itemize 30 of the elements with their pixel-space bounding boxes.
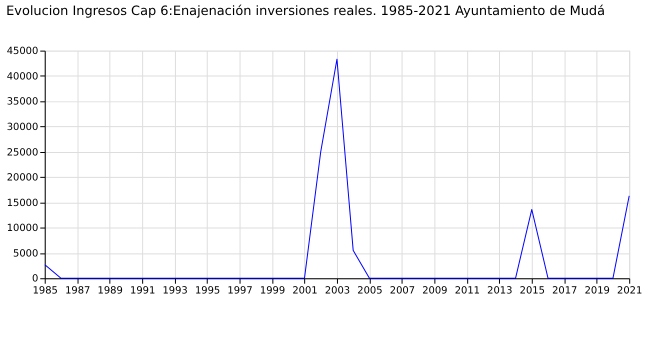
y-tick-label: 45000 xyxy=(6,46,38,58)
x-tick-label: 2015 xyxy=(520,286,545,297)
x-tick-label: 1997 xyxy=(227,286,253,297)
y-tick-label: 30000 xyxy=(6,122,38,133)
x-tick-label: 2021 xyxy=(617,286,642,297)
y-tick-label: 20000 xyxy=(6,172,38,184)
y-tick-label: 10000 xyxy=(6,223,38,234)
x-tick-label: 2005 xyxy=(357,286,383,297)
x-tick-label: 2013 xyxy=(487,286,512,297)
x-tick-label: 2009 xyxy=(422,286,448,297)
y-tick-label: 35000 xyxy=(6,96,38,108)
y-tick-label: 15000 xyxy=(6,198,38,209)
x-tick-label: 1991 xyxy=(130,286,156,297)
y-tick-label: 5000 xyxy=(13,248,38,260)
chart-title: Evolucion Ingresos Cap 6:Enajenación inversiones reales. 1985-2021 Ayuntamiento de Mudá xyxy=(6,4,606,19)
x-tick-label: 2011 xyxy=(454,286,480,297)
x-tick-label: 1999 xyxy=(260,286,286,297)
x-tick-label: 1987 xyxy=(65,286,90,297)
y-tick-label: 25000 xyxy=(6,147,38,158)
x-tick-label: 2003 xyxy=(324,286,350,297)
y-tick-label: 0 xyxy=(32,274,38,285)
x-tick-label: 2007 xyxy=(390,286,416,297)
x-tick-label: 2019 xyxy=(584,286,610,297)
x-tick-label: 1995 xyxy=(194,286,220,297)
x-tick-label: 1985 xyxy=(32,286,58,297)
x-tick-label: 2001 xyxy=(292,286,318,297)
x-tick-label: 1989 xyxy=(98,286,123,297)
y-tick-label: 40000 xyxy=(6,71,38,82)
x-tick-label: 2017 xyxy=(552,286,578,297)
x-tick-label: 1993 xyxy=(162,286,188,297)
